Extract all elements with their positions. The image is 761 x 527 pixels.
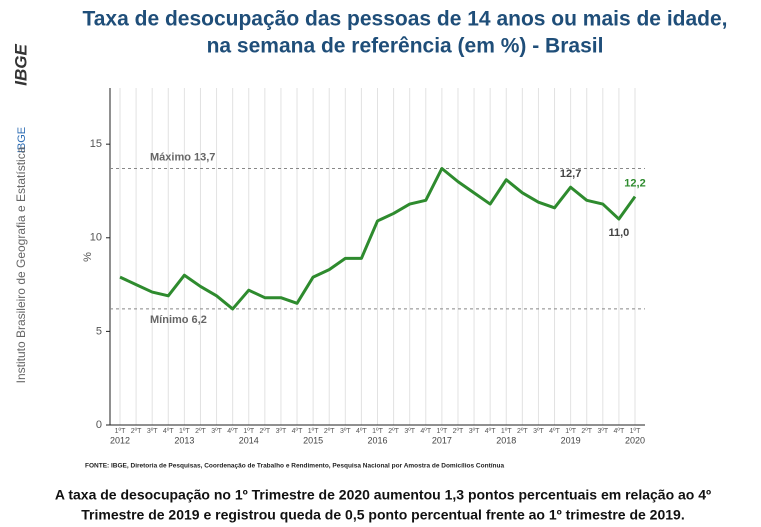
year-label: 2012	[110, 435, 130, 445]
y-tick-label: 5	[96, 325, 102, 337]
x-tick-label: 3ºT	[340, 428, 351, 435]
x-tick-label: 2ºT	[324, 428, 335, 435]
x-tick-label: 1ºT	[308, 428, 319, 435]
reference-label: Máximo 13,7	[150, 151, 215, 163]
source: FONTE: IBGE, Diretoria de Pesquisas, Coo…	[85, 463, 504, 470]
x-tick-label: 3ºT	[469, 428, 480, 435]
year-label: 2019	[561, 435, 581, 445]
y-tick-label: 0	[96, 419, 102, 431]
x-tick-label: 4ºT	[420, 428, 431, 435]
x-tick-label: 2ºT	[453, 428, 464, 435]
x-tick-label: 2ºT	[131, 428, 142, 435]
x-tick-label: 4ºT	[356, 428, 367, 435]
x-tick-label: 3ºT	[533, 428, 544, 435]
year-label: 2017	[432, 435, 452, 445]
reference-label: Mínimo 6,2	[150, 314, 207, 326]
x-tick-label: 1ºT	[501, 428, 512, 435]
x-tick-label: 2ºT	[581, 428, 592, 435]
x-tick-label: 3ºT	[276, 428, 287, 435]
year-label: 2013	[174, 435, 194, 445]
title-line: Taxa de desocupação das pessoas de 14 an…	[82, 8, 727, 31]
title-line: na semana de referência (em %) - Brasil	[207, 35, 604, 58]
logo: IBGE	[11, 44, 30, 86]
x-tick-label: 1ºT	[372, 428, 383, 435]
sidebar-institution: Instituto Brasileiro de Geografia e Esta…	[14, 146, 28, 383]
value-label: 11,0	[609, 227, 630, 239]
x-tick-label: 1ºT	[243, 428, 254, 435]
year-label: 2018	[496, 435, 516, 445]
x-tick-label: 4ºT	[227, 428, 238, 435]
x-tick-label: 1ºT	[565, 428, 576, 435]
x-tick-label: 2ºT	[259, 428, 270, 435]
x-tick-label: 2ºT	[517, 428, 528, 435]
sidebar-short: IBGE	[16, 127, 28, 153]
footer-line: A taxa de desocupação no 1º Trimestre de…	[55, 487, 711, 503]
footer-line: Trimestre de 2019 e registrou queda de 0…	[81, 507, 684, 523]
x-tick-label: 4ºT	[292, 428, 303, 435]
year-label: 2014	[239, 435, 259, 445]
x-tick-label: 2ºT	[195, 428, 206, 435]
year-label: 2020	[625, 435, 645, 445]
x-tick-label: 2ºT	[388, 428, 399, 435]
y-axis-label: %	[82, 252, 94, 262]
x-tick-label: 3ºT	[147, 428, 158, 435]
x-tick-label: 1ºT	[179, 428, 190, 435]
x-tick-label: 4ºT	[485, 428, 496, 435]
y-tick-label: 15	[90, 138, 102, 150]
x-tick-label: 4ºT	[163, 428, 174, 435]
x-tick-label: 3ºT	[211, 428, 222, 435]
value-label: 12,7	[560, 168, 581, 180]
value-label: 12,2	[624, 177, 645, 189]
x-tick-label: 4ºT	[614, 428, 625, 435]
x-tick-label: 1ºT	[630, 428, 641, 435]
x-tick-label: 4ºT	[549, 428, 560, 435]
y-tick-label: 10	[90, 232, 102, 244]
x-tick-label: 3ºT	[404, 428, 415, 435]
x-tick-label: 3ºT	[597, 428, 608, 435]
year-label: 2015	[303, 435, 323, 445]
year-label: 2016	[367, 435, 387, 445]
series-line	[119, 167, 637, 311]
x-tick-label: 1ºT	[437, 428, 448, 435]
x-tick-label: 1ºT	[115, 428, 126, 435]
